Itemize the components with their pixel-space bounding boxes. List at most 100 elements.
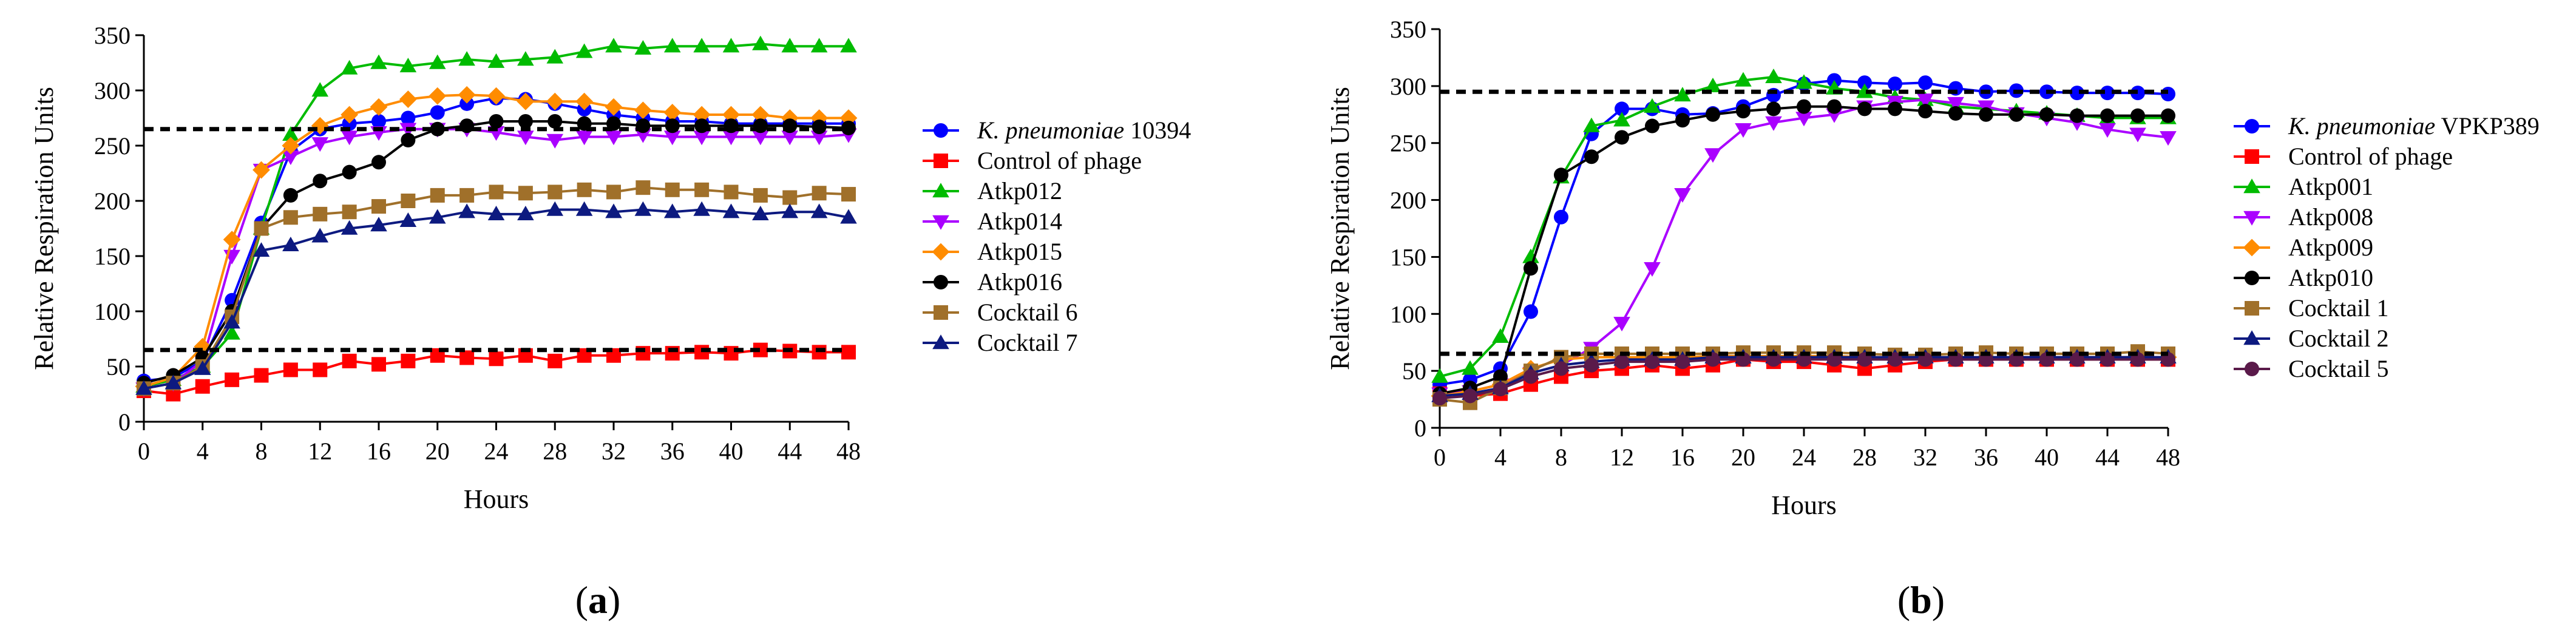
data-point <box>430 188 445 203</box>
x-tick-label: 8 <box>1555 444 1567 471</box>
y-tick-label: 350 <box>1390 16 1426 43</box>
data-point <box>693 201 710 216</box>
data-point <box>634 40 652 55</box>
data-point <box>546 201 564 216</box>
data-point <box>1584 357 1599 373</box>
legend-label-name: Atkp008 <box>2288 203 2373 231</box>
legend-label-name: Atkp012 <box>977 177 1062 205</box>
data-point <box>663 104 682 121</box>
data-point <box>752 130 769 146</box>
legend-item: Atkp014 <box>923 208 1062 235</box>
data-point <box>546 49 564 64</box>
data-point <box>283 210 298 225</box>
data-point <box>517 51 534 66</box>
data-point <box>1704 78 1721 93</box>
panel-label-close: ) <box>608 578 620 621</box>
legend-label: Cocktail 2 <box>2288 325 2389 352</box>
data-point <box>1613 112 1630 127</box>
data-point <box>841 345 856 360</box>
data-point <box>840 38 857 53</box>
data-point <box>1645 118 1659 134</box>
data-point <box>605 38 622 53</box>
data-point <box>781 203 799 218</box>
legend-label-name: Atkp010 <box>2288 264 2373 291</box>
legend-label-name: Atkp009 <box>2288 234 2373 261</box>
data-point <box>254 368 269 383</box>
data-point <box>1706 107 1720 122</box>
data-point <box>341 220 358 235</box>
data-point <box>194 360 211 375</box>
legend-marker <box>2243 238 2261 257</box>
data-point <box>1462 360 1479 375</box>
data-point <box>429 87 447 105</box>
data-point <box>840 209 857 224</box>
series-cocktail-5 <box>1432 352 2175 406</box>
data-point <box>370 217 387 232</box>
legend-marker <box>932 334 949 350</box>
y-axis-title: Relative Respiration Units <box>1325 87 1355 370</box>
legend-marker <box>2245 301 2259 316</box>
data-point <box>223 314 240 329</box>
data-point <box>399 58 417 73</box>
x-tick-label: 24 <box>484 438 509 465</box>
legend-label-name: Atkp015 <box>977 238 1062 265</box>
panel-label: (b) <box>1897 578 1945 621</box>
data-point <box>1947 96 1964 112</box>
legend-label: Cocktail 1 <box>2288 294 2389 322</box>
data-point <box>546 92 564 110</box>
x-tick-label: 36 <box>660 438 685 465</box>
y-tick-label: 0 <box>1414 414 1426 442</box>
data-point <box>371 199 386 214</box>
data-point <box>724 184 739 200</box>
panel-label-open: ( <box>1897 578 1910 621</box>
data-point <box>1675 354 1690 370</box>
data-point <box>2129 127 2146 143</box>
legend-marker <box>2243 211 2260 226</box>
data-point <box>135 380 152 395</box>
data-point <box>489 113 504 129</box>
data-point <box>753 188 768 203</box>
data-point <box>164 374 182 390</box>
x-axis-title: Hours <box>1771 490 1837 520</box>
data-point <box>341 106 359 124</box>
data-point <box>1432 391 1447 406</box>
data-point <box>487 206 505 221</box>
data-point <box>370 98 388 116</box>
data-point <box>371 357 386 372</box>
data-point <box>1979 107 1993 122</box>
x-tick-label: 44 <box>2095 444 2120 471</box>
data-point <box>458 203 475 218</box>
data-point <box>283 188 298 203</box>
legend-label-name: Cocktail 6 <box>977 299 1078 326</box>
legend-item: Cocktail 5 <box>2234 355 2389 382</box>
x-tick-label: 40 <box>719 438 744 465</box>
data-point <box>1918 104 1933 119</box>
data-point <box>401 132 416 147</box>
data-point <box>2160 131 2177 146</box>
x-tick-label: 32 <box>602 438 626 465</box>
data-point <box>547 353 563 368</box>
data-point <box>2039 107 2054 122</box>
data-point <box>1615 101 1629 117</box>
legend-item: Cocktail 6 <box>923 299 1078 326</box>
data-point <box>546 134 564 149</box>
data-point <box>1856 83 1873 98</box>
legend-label-name: K. pneumoniae <box>977 117 1124 144</box>
data-point <box>1948 106 1963 121</box>
legend-label-name: Cocktail 5 <box>2288 355 2389 382</box>
data-point <box>605 130 622 146</box>
legend-label: Control of phage <box>977 147 1142 174</box>
legend-label: Cocktail 5 <box>2288 355 2389 382</box>
data-point <box>782 190 798 205</box>
data-point <box>517 130 534 146</box>
legend-label: Atkp001 <box>2288 173 2373 200</box>
data-point <box>282 137 300 155</box>
x-tick-label: 4 <box>1494 444 1507 471</box>
data-point <box>459 188 475 203</box>
data-point <box>810 38 828 53</box>
legend-label: Atkp009 <box>2288 234 2373 261</box>
data-point <box>1704 148 1721 163</box>
data-point <box>1524 369 1538 384</box>
data-point <box>752 35 769 50</box>
